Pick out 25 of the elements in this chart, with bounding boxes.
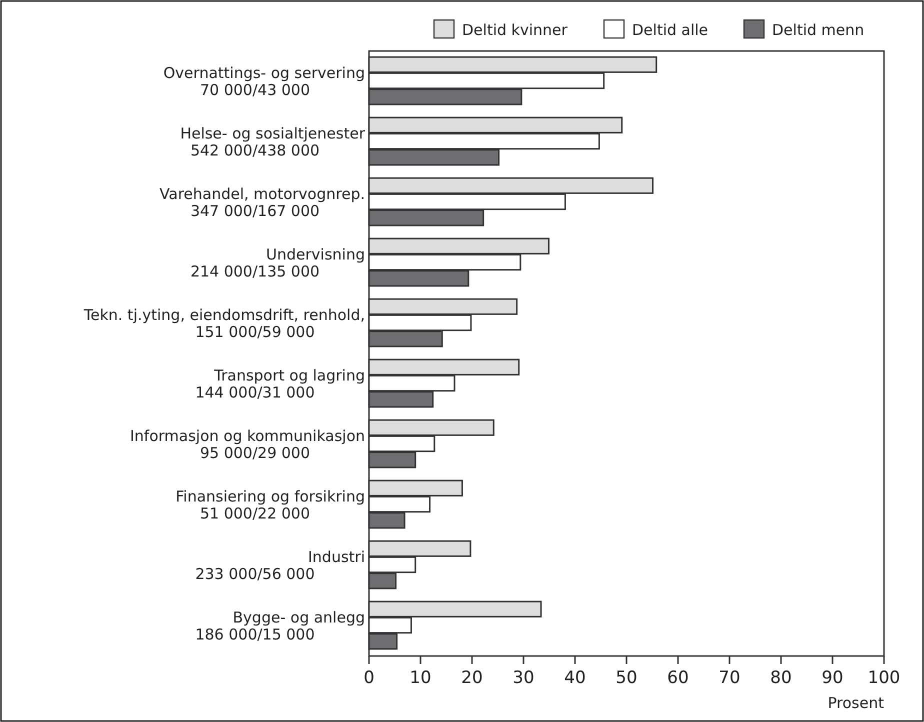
x-tick-label: 90 xyxy=(822,668,844,688)
x-tick-label: 40 xyxy=(564,668,586,688)
x-tick-label: 60 xyxy=(667,668,689,688)
y-tick-label: Transport og lagring 144 000/31 000 xyxy=(195,366,365,402)
legend-label: Deltid alle xyxy=(632,21,708,39)
y-tick-label: Industri 233 000/56 000 xyxy=(195,548,365,583)
y-tick-label: Varehandel, motorvognrep. 347 000/167 000 xyxy=(160,184,365,220)
y-tick-label: Undervisning 214 000/135 000 xyxy=(190,245,365,280)
legend-label: Deltid menn xyxy=(772,21,864,39)
x-tick-label: 0 xyxy=(364,668,374,688)
y-tick-label: Helse- og sosialtjenester 542 000/438 000 xyxy=(180,124,366,160)
x-tick-label: 50 xyxy=(616,668,638,688)
x-tick-label: 10 xyxy=(410,668,432,688)
y-tick-label: Tekn. tj.yting, eiendomsdrift, renhold, 151 000/59 000 xyxy=(82,306,365,341)
x-tick-label: 30 xyxy=(512,668,534,688)
legend-label: Deltid kvinner xyxy=(462,21,568,39)
x-tick-label: 20 xyxy=(461,668,483,688)
x-tick-label: 70 xyxy=(718,668,740,688)
y-tick-label: Bygge- og anlegg 186 000/15 000 xyxy=(195,608,365,644)
y-tick-label: Overnattings- og servering 70 000/43 000 xyxy=(163,64,365,99)
x-axis-title: Prosent xyxy=(828,694,884,712)
y-tick-label: Informasjon og kommunikasjon 95 000/29 000 xyxy=(130,426,365,462)
x-tick-label: 100 xyxy=(868,668,900,688)
y-tick-label: Finansiering og forsikring 51 000/22 000 xyxy=(176,487,365,522)
x-tick-label: 80 xyxy=(770,668,792,688)
